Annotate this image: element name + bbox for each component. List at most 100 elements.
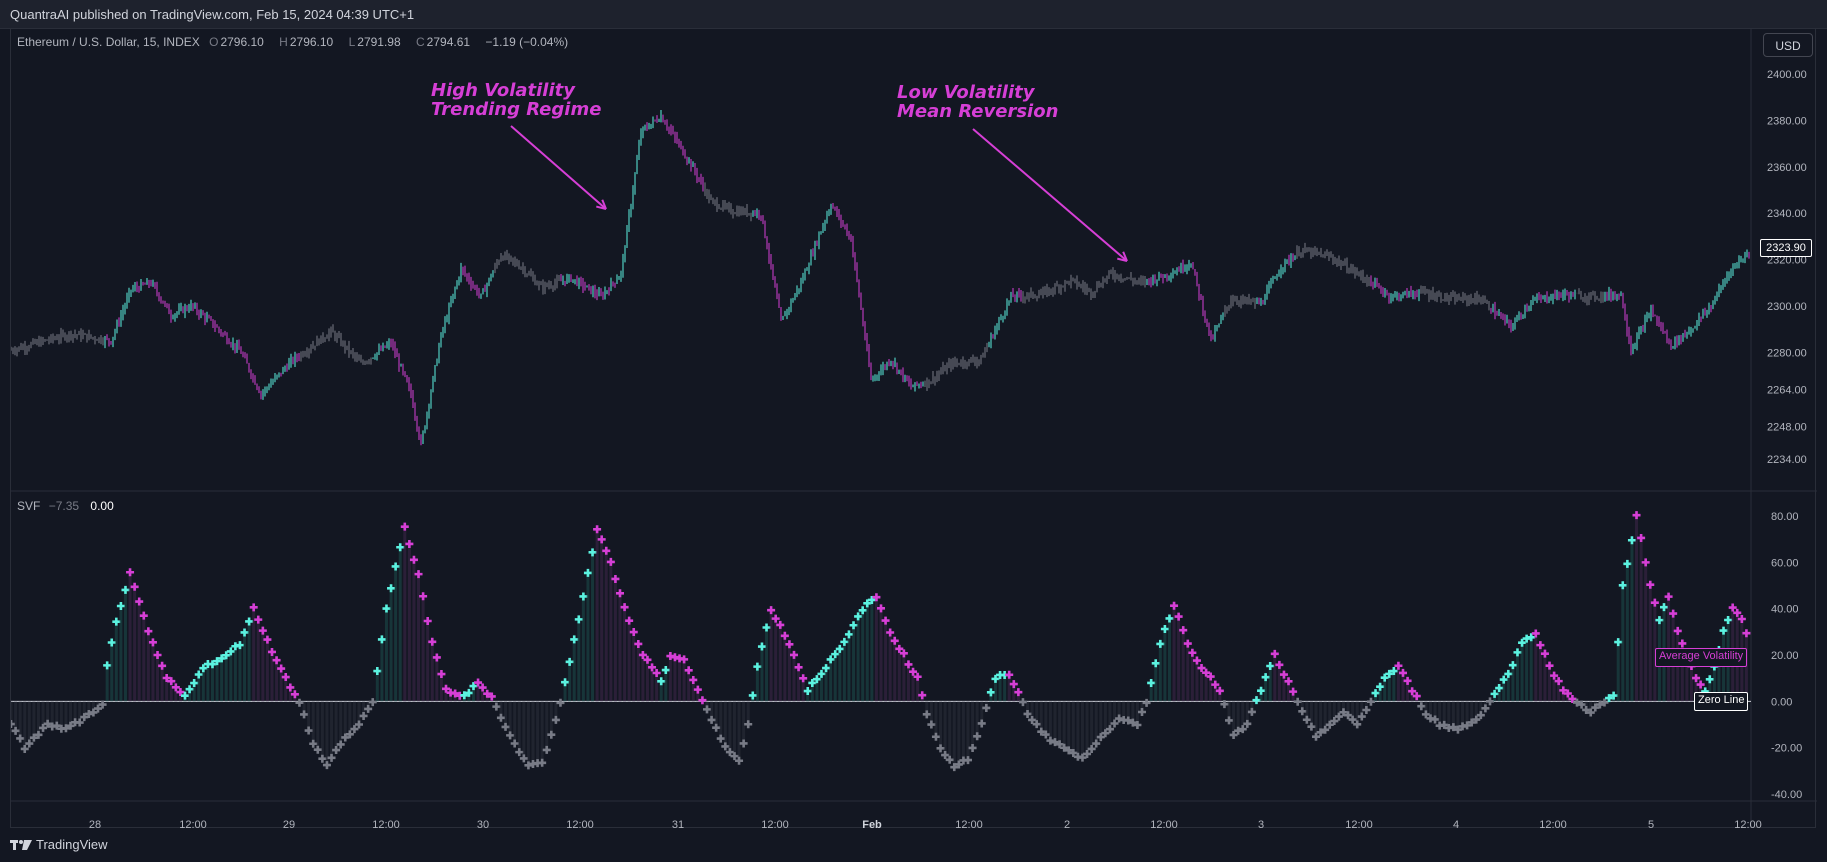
svf-point [1344,711,1353,720]
price-axis-tick: 2248.00 [1767,422,1807,434]
svf-point [1298,707,1307,716]
svf-point [1051,738,1059,747]
svf-point [1289,687,1298,696]
svf-point [20,744,29,753]
annotation-high-volatility: High Volatility Trending Regime [431,81,601,119]
svf-point [1087,744,1096,753]
svf-name[interactable]: SVF [17,499,41,513]
annotation-low-line2: Mean Reversion [897,101,1059,122]
svf-point [272,656,281,665]
svf-point [1366,697,1375,706]
svf-point [931,732,940,741]
svf-point [515,748,524,757]
svf-point [1655,616,1664,625]
svf-point [1211,680,1220,689]
svf-point [1614,638,1623,647]
svf-point [1018,698,1027,707]
svf-point [43,719,52,728]
svf-point [1279,670,1288,679]
svf-point [121,585,130,594]
svf-point [1495,684,1504,693]
price-axis-tick: 2400.00 [1767,69,1807,81]
svf-point [872,593,881,602]
svf-point [602,546,611,555]
zero-line-tag: Zero Line [1694,692,1749,711]
svf-point [693,685,702,694]
svf-point [11,726,20,735]
high-volatility-arrow [510,125,607,210]
svf-point [350,725,359,734]
svf-point [1005,670,1014,679]
svf-point [245,617,254,626]
svf-point [826,655,835,664]
svf-point [217,654,226,663]
svf-point [1623,559,1632,568]
svf-point [355,720,363,729]
svf-point [226,647,235,656]
time-axis-tick: 28 [89,819,101,829]
svf-point [1238,725,1247,734]
svf-axis-tick: 80.00 [1771,511,1799,523]
svf-point [611,574,620,583]
symbol-name[interactable]: Ethereum / U.S. Dollar, 15, INDEX [17,35,200,49]
svf-point [382,604,391,613]
svf-point [1325,720,1334,729]
svf-point [579,592,588,601]
svf-point [1591,703,1600,712]
svf-point [300,710,309,719]
svf-point [968,743,977,752]
svf-point [538,758,547,767]
svf-point [840,637,849,646]
svf-point [748,691,757,700]
svf-point [341,733,350,742]
svf-point [268,647,276,656]
svf-point [835,644,844,653]
svf-point [144,627,153,636]
svf-point [396,543,405,552]
svf-point [414,570,423,579]
chart-svg[interactable]: 2400.002380.002360.002340.002320.002300.… [11,29,1817,829]
svf-point [725,748,734,757]
svf-point [1270,649,1279,658]
svf-point [1060,743,1069,752]
svf-point [597,535,606,544]
svf-point [1096,733,1105,742]
svf-point [1046,736,1055,745]
tradingview-brand[interactable]: TradingView [10,837,108,852]
svf-point [1733,608,1742,617]
svf-legend: SVF −7.35 0.00 [17,499,114,513]
svf-point [135,597,144,606]
svf-point [1586,708,1595,717]
svf-point [1453,725,1462,734]
svf-point [1312,732,1320,741]
svf-point [387,584,396,593]
svf-point [831,650,840,659]
svf-point [1403,676,1412,685]
svf-axis-tick: 20.00 [1771,650,1799,662]
svf-point [1284,677,1293,686]
svf-point [1165,614,1174,623]
svf-point [583,568,592,577]
svf-point [867,595,876,604]
svf-point [561,678,570,687]
svf-point [171,683,180,692]
svf-point [1376,682,1385,691]
svf-point [295,698,304,707]
price-axis-tick: 2360.00 [1767,162,1807,174]
time-axis-tick: 12:00 [1734,819,1762,829]
svf-point [1440,720,1449,729]
svf-point [80,713,89,722]
time-axis-tick: 12:00 [1539,819,1567,829]
svf-point [1568,694,1577,703]
svf-point [153,650,162,659]
svf-point [277,664,286,673]
svf-point [98,700,107,709]
svf-axis-tick: 60.00 [1771,557,1799,569]
currency-button[interactable]: USD [1763,33,1813,57]
svf-point [1627,536,1636,545]
chart-frame[interactable]: 2400.00 2380.00 2360.00 2340.00 2320.00 2300.… [10,28,1817,829]
svf-point [643,655,652,664]
svf-point [858,606,867,615]
svf-point [409,555,418,564]
svf-point [1206,672,1215,681]
